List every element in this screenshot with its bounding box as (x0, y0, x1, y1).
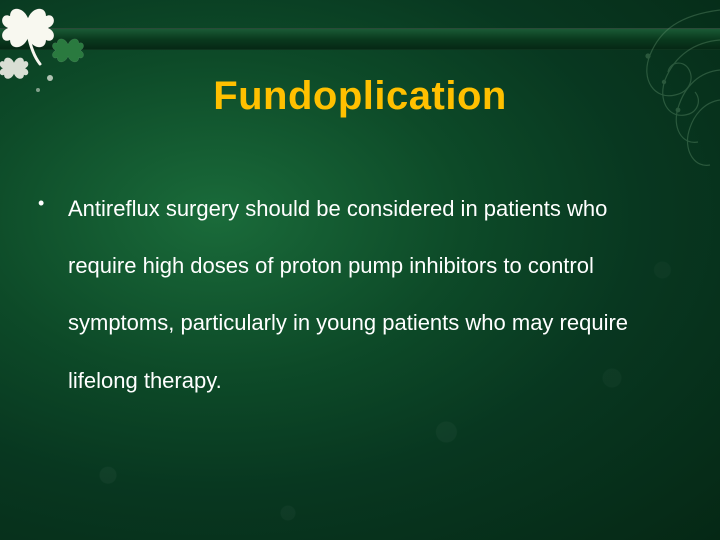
bullet-item: • Antireflux surgery should be considere… (40, 180, 670, 409)
slide: Fundoplication • Antireflux surgery shou… (0, 0, 720, 540)
bullet-marker-icon: • (38, 180, 44, 227)
slide-title: Fundoplication (0, 74, 720, 119)
top-bar (0, 28, 720, 50)
bullet-text: Antireflux surgery should be considered … (68, 180, 670, 409)
